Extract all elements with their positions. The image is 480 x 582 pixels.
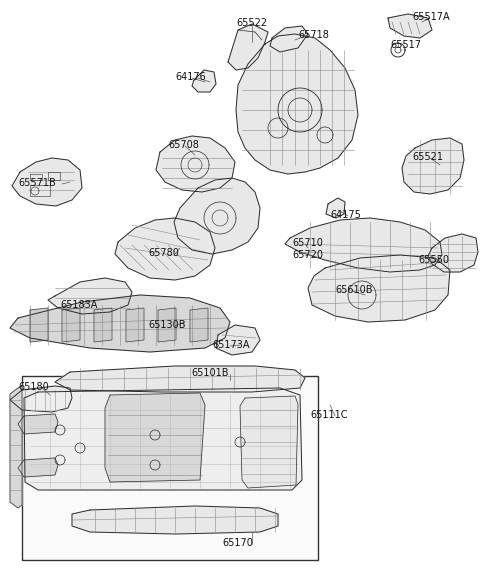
Polygon shape <box>402 138 464 194</box>
Polygon shape <box>428 234 478 272</box>
Polygon shape <box>115 218 215 280</box>
Text: 64176: 64176 <box>175 72 206 82</box>
Text: 65720: 65720 <box>292 250 323 260</box>
Bar <box>22 376 318 560</box>
Polygon shape <box>285 218 442 272</box>
Polygon shape <box>308 255 450 322</box>
Text: 65780: 65780 <box>148 248 179 258</box>
Text: 65173A: 65173A <box>212 340 250 350</box>
Text: 65517A: 65517A <box>412 12 450 22</box>
Polygon shape <box>10 295 230 352</box>
Polygon shape <box>10 386 72 412</box>
Polygon shape <box>228 24 268 70</box>
Text: 65101B: 65101B <box>191 368 229 378</box>
Text: 65710: 65710 <box>292 238 323 248</box>
Text: 65718: 65718 <box>298 30 329 40</box>
Text: 65610B: 65610B <box>335 285 372 295</box>
Polygon shape <box>190 308 208 342</box>
Polygon shape <box>18 458 58 477</box>
Polygon shape <box>10 386 22 508</box>
Text: 65550: 65550 <box>418 255 449 265</box>
Polygon shape <box>240 396 298 488</box>
Text: 65522: 65522 <box>237 18 267 28</box>
Polygon shape <box>72 506 278 534</box>
Text: 65111C: 65111C <box>310 410 348 420</box>
Polygon shape <box>12 158 82 206</box>
Polygon shape <box>18 414 58 434</box>
Polygon shape <box>55 366 305 392</box>
Polygon shape <box>62 308 80 342</box>
Polygon shape <box>94 308 112 342</box>
Text: 65180: 65180 <box>18 382 49 392</box>
Text: 65571B: 65571B <box>18 178 56 188</box>
Polygon shape <box>236 34 358 174</box>
Polygon shape <box>48 278 132 314</box>
Polygon shape <box>174 178 260 254</box>
Text: 65517: 65517 <box>390 40 421 50</box>
Text: 65130B: 65130B <box>148 320 185 330</box>
Polygon shape <box>270 26 308 52</box>
Polygon shape <box>30 308 48 342</box>
Polygon shape <box>158 308 176 342</box>
Text: 65170: 65170 <box>223 538 253 548</box>
Text: 64175: 64175 <box>330 210 361 220</box>
Polygon shape <box>126 308 144 342</box>
Polygon shape <box>388 14 432 38</box>
Text: 65708: 65708 <box>168 140 199 150</box>
Polygon shape <box>24 388 302 490</box>
Polygon shape <box>326 198 345 218</box>
Polygon shape <box>156 136 235 192</box>
Polygon shape <box>105 393 205 482</box>
Text: 65183A: 65183A <box>60 300 97 310</box>
Polygon shape <box>216 325 260 355</box>
Polygon shape <box>192 70 216 92</box>
Text: 65521: 65521 <box>412 152 443 162</box>
